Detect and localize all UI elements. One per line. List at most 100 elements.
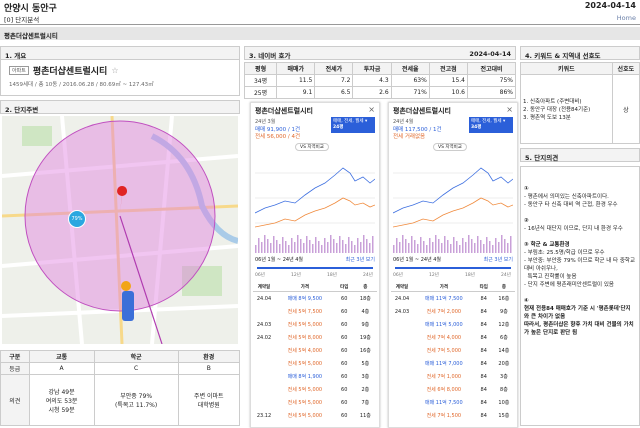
slider-tick: 06년 xyxy=(255,273,265,278)
date-cell xyxy=(391,383,413,396)
price-cell: 전세 6억 8,000 xyxy=(426,387,462,393)
opinion-line: - 동안구 타 신축 대비 역 근접, 환경 우수 xyxy=(524,202,618,208)
phone-screen: 평촌더샵센트럴시티 × 24년 3월 매매 91,900 / 1건 전세 56,000 … xyxy=(250,102,380,428)
floor-cell: 12층 xyxy=(498,322,510,328)
date-cell: 24.04 xyxy=(394,295,410,302)
floor-cell: 9층 xyxy=(500,309,508,315)
floor-cell: 4층 xyxy=(361,309,370,315)
slider-tick: 12년 xyxy=(429,273,439,278)
left-column: 1. 개요 아파트 평촌더샵센트럴시티 ☆ 1459세대 / 총 10동 / 2016.… xyxy=(0,46,241,426)
header-cell: 타입 xyxy=(474,283,493,292)
opinion-body: ① - 평촌에서 의미있는 신축아파트이다. - 동안구 타 신축 대비 역 근접,… xyxy=(520,166,640,426)
type-cell: 84 xyxy=(480,308,487,315)
trade-row: 전세 7억 1,500 84 15층 xyxy=(391,409,515,422)
price-cell: 6.5 xyxy=(314,86,354,99)
header-cell: 키워드 xyxy=(520,62,613,75)
preference-cell: 상 xyxy=(611,74,640,144)
floor-cell: 5층 xyxy=(361,361,370,367)
section-title: 3. 네이버 호가 2024-04-14 xyxy=(244,46,516,60)
type-cell: 60 xyxy=(341,308,348,315)
month: 24년 3월 xyxy=(255,119,276,125)
header-row: 계약일 가격 타입 층 xyxy=(391,283,515,292)
keyword-row: 1. 신축아파트 (주변대비) 2. 동안구 대장 (전용84기준) 3. 평촌역 … xyxy=(520,74,640,144)
trade-row: 전세 6억 8,000 84 8층 xyxy=(391,383,515,396)
floor-cell: 3층 xyxy=(500,374,508,380)
slider-tick: 24년 xyxy=(363,273,373,278)
opinion-line: - 16년식 대단지 이므로, 단지 내 환경 우수 xyxy=(524,226,623,232)
date-cell xyxy=(253,344,275,357)
price-cell: 매매 8억 9,500 xyxy=(287,296,323,302)
phone-screen: 평촌더샵센트럴시티 × 24년 4월 매매 117,500 / 1건 전세 거래없음 매매… xyxy=(388,102,518,428)
date-cell xyxy=(391,370,413,383)
date-cell xyxy=(253,370,275,383)
floor-cell: 6층 xyxy=(500,335,508,341)
grade-cell: A xyxy=(28,362,95,375)
header-cell: 학군 xyxy=(93,350,179,363)
slider xyxy=(257,267,373,269)
header-cell: 선호도 xyxy=(611,62,640,75)
favorite-star: ☆ xyxy=(111,66,119,75)
recent-link: 최근 3년 보기 xyxy=(345,257,375,263)
date-cell xyxy=(391,344,413,357)
price-cell: 4.3 xyxy=(352,74,392,87)
size-text: 24평 xyxy=(333,125,344,130)
price-chart xyxy=(255,167,375,253)
complex-title: 평촌더샵센트럴시티 xyxy=(32,67,108,77)
range-label: 06년 1월 ~ 24년 4월 xyxy=(393,257,442,263)
price-cell: 전세 5억 8,000 xyxy=(287,335,323,341)
header-cell: 매매가 xyxy=(276,62,316,75)
phone-title: 평촌더샵센트럴시티 xyxy=(255,107,313,115)
floor-cell: 14층 xyxy=(498,348,510,354)
price-cell: 86% xyxy=(467,86,516,99)
middle-column: 3. 네이버 호가 2024-04-14 평형 매매가 전세가 투자금 전세율 전고점 전고대비… xyxy=(243,46,516,426)
compare-button: VS 지역비교 xyxy=(433,143,467,151)
section-title: 5. 단지의견 xyxy=(520,148,640,162)
floor-cell: 15층 xyxy=(498,413,510,419)
overview-info: 1459세대 / 총 10동 / 2016.06.28 / 80.69㎡ ~ 1… xyxy=(9,82,154,88)
trade-row: 24.02 전세 5억 8,000 60 19층 xyxy=(253,331,377,344)
home-link[interactable]: Home xyxy=(616,14,636,22)
date-cell: 24.02 xyxy=(256,334,272,341)
badge: 아파트 xyxy=(9,66,29,75)
price-chart xyxy=(393,167,513,253)
size-text: 34평 xyxy=(471,125,482,130)
phone-title: 평촌더샵센트럴시티 xyxy=(393,107,451,115)
filter-text: 매매, 전세, 월세 ▾ xyxy=(333,119,368,124)
date-cell: 24.04 xyxy=(256,295,272,302)
grade-row: 의견 강남 49분 여의도 53분 시청 59분 부안중 79% (특목고 11.7… xyxy=(0,374,241,426)
type-cell: 60 xyxy=(341,295,348,302)
month: 24년 4월 xyxy=(393,119,414,125)
trade-row: 매매 11억 5,000 84 12층 xyxy=(391,318,515,331)
header-cell: 평형 xyxy=(243,62,278,75)
trade-row: 전세 5억 5,000 60 2층 xyxy=(253,383,377,396)
floor-cell: 8층 xyxy=(500,387,508,393)
opinion-line: 따라서, 평촌더샵은 향후 가치 대비 건물의 가치가 높은 단지로 판단 됨 xyxy=(524,322,634,336)
header-cell: 계약일 xyxy=(253,283,275,292)
price-row: 25평 9.1 6.5 2.6 71% 10.6 86% xyxy=(243,86,516,99)
date-cell xyxy=(391,396,413,409)
slider-tick: 18년 xyxy=(465,273,475,278)
type-cell: 60 xyxy=(341,347,348,354)
keyword-item: 2. 동안구 대장 (전용84기준) xyxy=(523,107,591,113)
grade-cell: C xyxy=(93,362,179,375)
school-badge: 79% xyxy=(68,210,86,228)
price-cell: 전세 5억 4,000 xyxy=(287,348,323,354)
price-cell: 10.6 xyxy=(428,86,469,99)
price-cell: 7.2 xyxy=(314,74,354,87)
floor-cell: 19층 xyxy=(359,335,371,341)
price-cell: 매매 11억 7,500 xyxy=(425,296,463,302)
opinion-mark: ④ xyxy=(524,298,529,304)
header-cell: 전고대비 xyxy=(467,62,516,75)
floor-cell: 9층 xyxy=(361,322,370,328)
filter-box: 매매, 전세, 월세 ▾ 24평 xyxy=(331,117,375,133)
grades-table: 구분 교통 학군 환경 등급 A C B 의견 강남 49분 여의도 53분 시청 59분 부안중 … xyxy=(0,350,241,426)
opinion-line: - 단지 주변에 평촌래미안센트럴이 있음 xyxy=(524,282,614,288)
price-cell: 매매 11억 5,000 xyxy=(425,322,463,328)
floor-cell: 7층 xyxy=(361,400,370,406)
slider xyxy=(395,267,511,269)
price-cell: 전세 5억 5,000 xyxy=(287,322,323,328)
floor-cell: 16층 xyxy=(359,348,371,354)
trade-row: 전세 5억 5,000 60 7층 xyxy=(253,396,377,409)
keyword-item: 1. 신축아파트 (주변대비) xyxy=(523,99,582,105)
trade-row: 전세 5억 7,500 60 4층 xyxy=(253,305,377,318)
